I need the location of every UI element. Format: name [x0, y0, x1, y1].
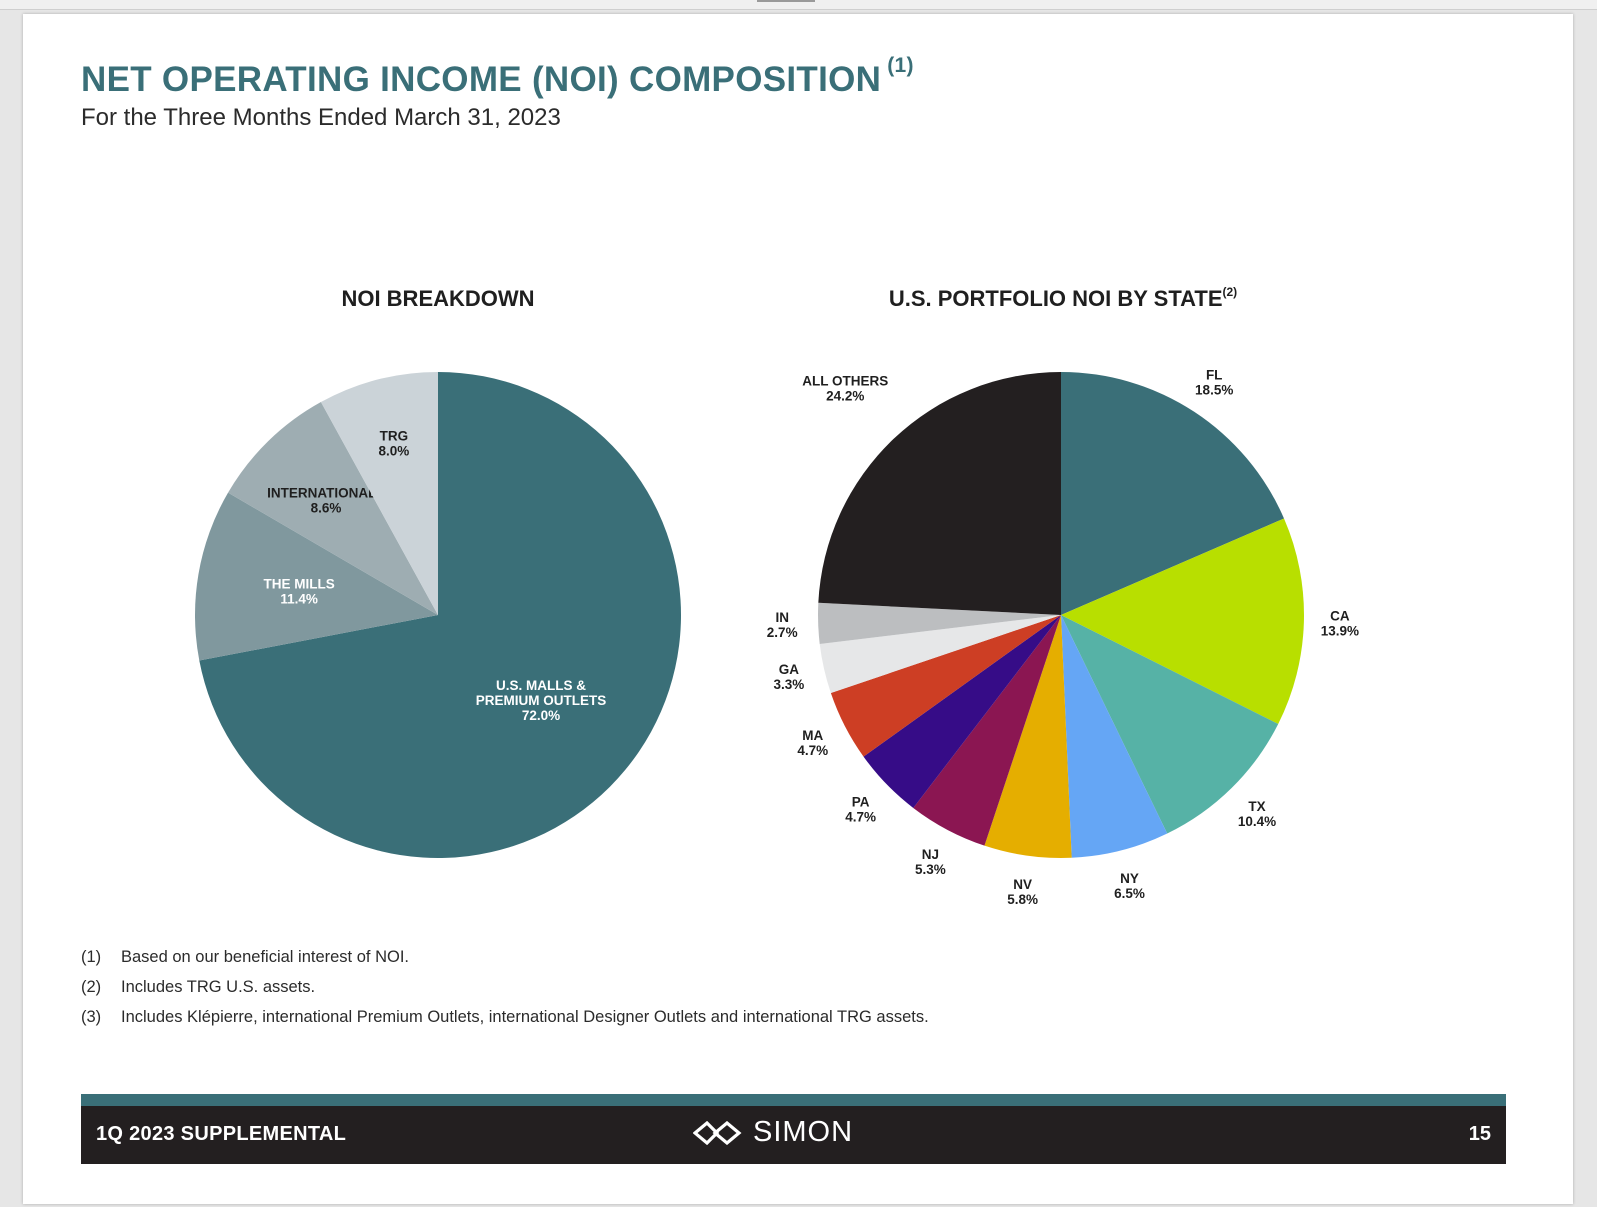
footnotes: (1) Based on our beneficial interest of N… — [81, 948, 929, 1038]
pie-slice-tx — [1061, 615, 1279, 834]
slice-label-text: NV — [1013, 877, 1032, 892]
pie-slice-international — [228, 402, 438, 615]
pie-slice-nv — [984, 615, 1072, 859]
footnote-number: (3) — [81, 1008, 102, 1026]
footnote-number: (2) — [81, 978, 102, 996]
slice-label-nv: NV5.8% — [1007, 877, 1038, 907]
pie-slice-the-mills — [194, 492, 438, 661]
slice-label-text: CA — [1330, 608, 1350, 623]
slice-label-text: INTERNATIONAL(3) — [267, 486, 385, 501]
footnote-text: Includes Klépierre, international Premiu… — [121, 1008, 929, 1026]
footnote-number: (1) — [81, 948, 102, 966]
pie-slice-in — [818, 602, 1061, 644]
slice-value-label: 24.2% — [826, 389, 864, 404]
footnote-2: (2) Includes TRG U.S. assets. — [81, 978, 929, 1008]
pie-slice-ma — [830, 615, 1061, 757]
simon-logo-word: SIMON — [753, 1116, 854, 1148]
slice-label-text: TX — [1248, 799, 1265, 814]
slice-value-label: 18.5% — [1195, 382, 1233, 397]
slice-label-text: MA — [802, 728, 823, 743]
pie-slice-ca — [1061, 518, 1304, 724]
slice-value-label: 13.9% — [1321, 623, 1359, 638]
page-footer: 1Q 2023 SUPPLEMENTAL SIMON 15 — [81, 1106, 1506, 1164]
slice-value-label: 8.6% — [311, 501, 342, 516]
noi-breakdown-title: NOI BREAKDOWN — [341, 286, 534, 312]
pie-slice-trg — [320, 372, 438, 615]
simon-logo: SIMON — [693, 1116, 853, 1149]
slice-label-ga: GA3.3% — [774, 662, 805, 692]
footnote-1: (1) Based on our beneficial interest of N… — [81, 948, 929, 978]
footnote-text: Based on our beneficial interest of NOI. — [121, 948, 409, 966]
page-title: NET OPERATING INCOME (NOI) COMPOSITION (1… — [81, 54, 914, 100]
pie-slice-all-others — [818, 372, 1061, 615]
footnote-3: (3) Includes Klépierre, international Pre… — [81, 1008, 929, 1038]
slice-value-label: 5.3% — [915, 862, 946, 877]
slice-label-pa: PA4.7% — [845, 795, 876, 825]
footer-accent-strip — [81, 1094, 1506, 1106]
slice-label-text: PA — [852, 795, 870, 810]
slice-value-label: 5.8% — [1007, 892, 1038, 907]
slice-label-text: TRG — [380, 429, 409, 444]
state-noi-title-text: U.S. PORTFOLIO NOI BY STATE — [888, 286, 1223, 311]
footer-report-name: 1Q 2023 SUPPLEMENTAL — [96, 1123, 347, 1145]
document-page: NET OPERATING INCOME (NOI) COMPOSITION (1… — [23, 14, 1573, 1204]
slice-label-nj: NJ5.3% — [915, 847, 946, 877]
state-noi-title: U.S. PORTFOLIO NOI BY STATE(2) — [888, 284, 1238, 312]
slice-label-ma: MA4.7% — [797, 728, 828, 758]
slice-label-text: NJ — [922, 847, 939, 862]
slice-value-label: 3.3% — [774, 677, 805, 692]
slice-label-text: GA — [779, 662, 800, 677]
pie-slice-u-s-malls-premium-outlets — [199, 372, 681, 858]
viewer-top-bar — [0, 0, 1597, 10]
slice-label-ny: NY6.5% — [1114, 871, 1145, 901]
pie-slice-fl — [1061, 372, 1285, 615]
slice-label-text: NY — [1120, 871, 1139, 886]
slice-label-text: IN — [775, 610, 789, 625]
footnote-text: Includes TRG U.S. assets. — [121, 978, 316, 996]
pie-slice-nj — [913, 615, 1061, 846]
page-title-text: NET OPERATING INCOME (NOI) COMPOSITION — [81, 60, 882, 99]
slice-value-label: 6.5% — [1114, 886, 1145, 901]
slice-label-international: INTERNATIONAL(3)8.6% — [267, 486, 385, 516]
slice-value-label: 8.0% — [379, 444, 410, 459]
slice-value-label: 10.4% — [1238, 814, 1276, 829]
slice-label-text: U.S. MALLS & — [496, 678, 586, 693]
slice-value-label: 4.7% — [845, 810, 876, 825]
slice-label-text: PREMIUM OUTLETS — [476, 693, 607, 708]
pie-slice-pa — [863, 615, 1061, 808]
state-noi-title-note: (2) — [1222, 284, 1238, 299]
slice-label-text: THE MILLS — [263, 577, 334, 592]
simon-logo-icon — [693, 1120, 742, 1145]
slice-label-text: FL — [1206, 367, 1223, 382]
title-footnote-marker: (1) — [887, 54, 914, 77]
page-subtitle: For the Three Months Ended March 31, 202… — [81, 104, 561, 131]
slice-label-text: ALL OTHERS — [802, 374, 888, 389]
slice-value-label: 11.4% — [280, 592, 318, 607]
page-number: 15 — [1468, 1123, 1491, 1145]
slice-value-label: 72.0% — [522, 708, 560, 723]
slice-value-label: 4.7% — [797, 743, 828, 758]
scroll-indicator[interactable] — [757, 0, 815, 2]
slice-value-label: 2.7% — [767, 625, 798, 640]
slice-label-in: IN2.7% — [767, 610, 798, 640]
pie-slice-ga — [819, 615, 1061, 693]
noi-breakdown-title-text: NOI BREAKDOWN — [341, 286, 535, 311]
pie-slice-ny — [1061, 615, 1168, 858]
